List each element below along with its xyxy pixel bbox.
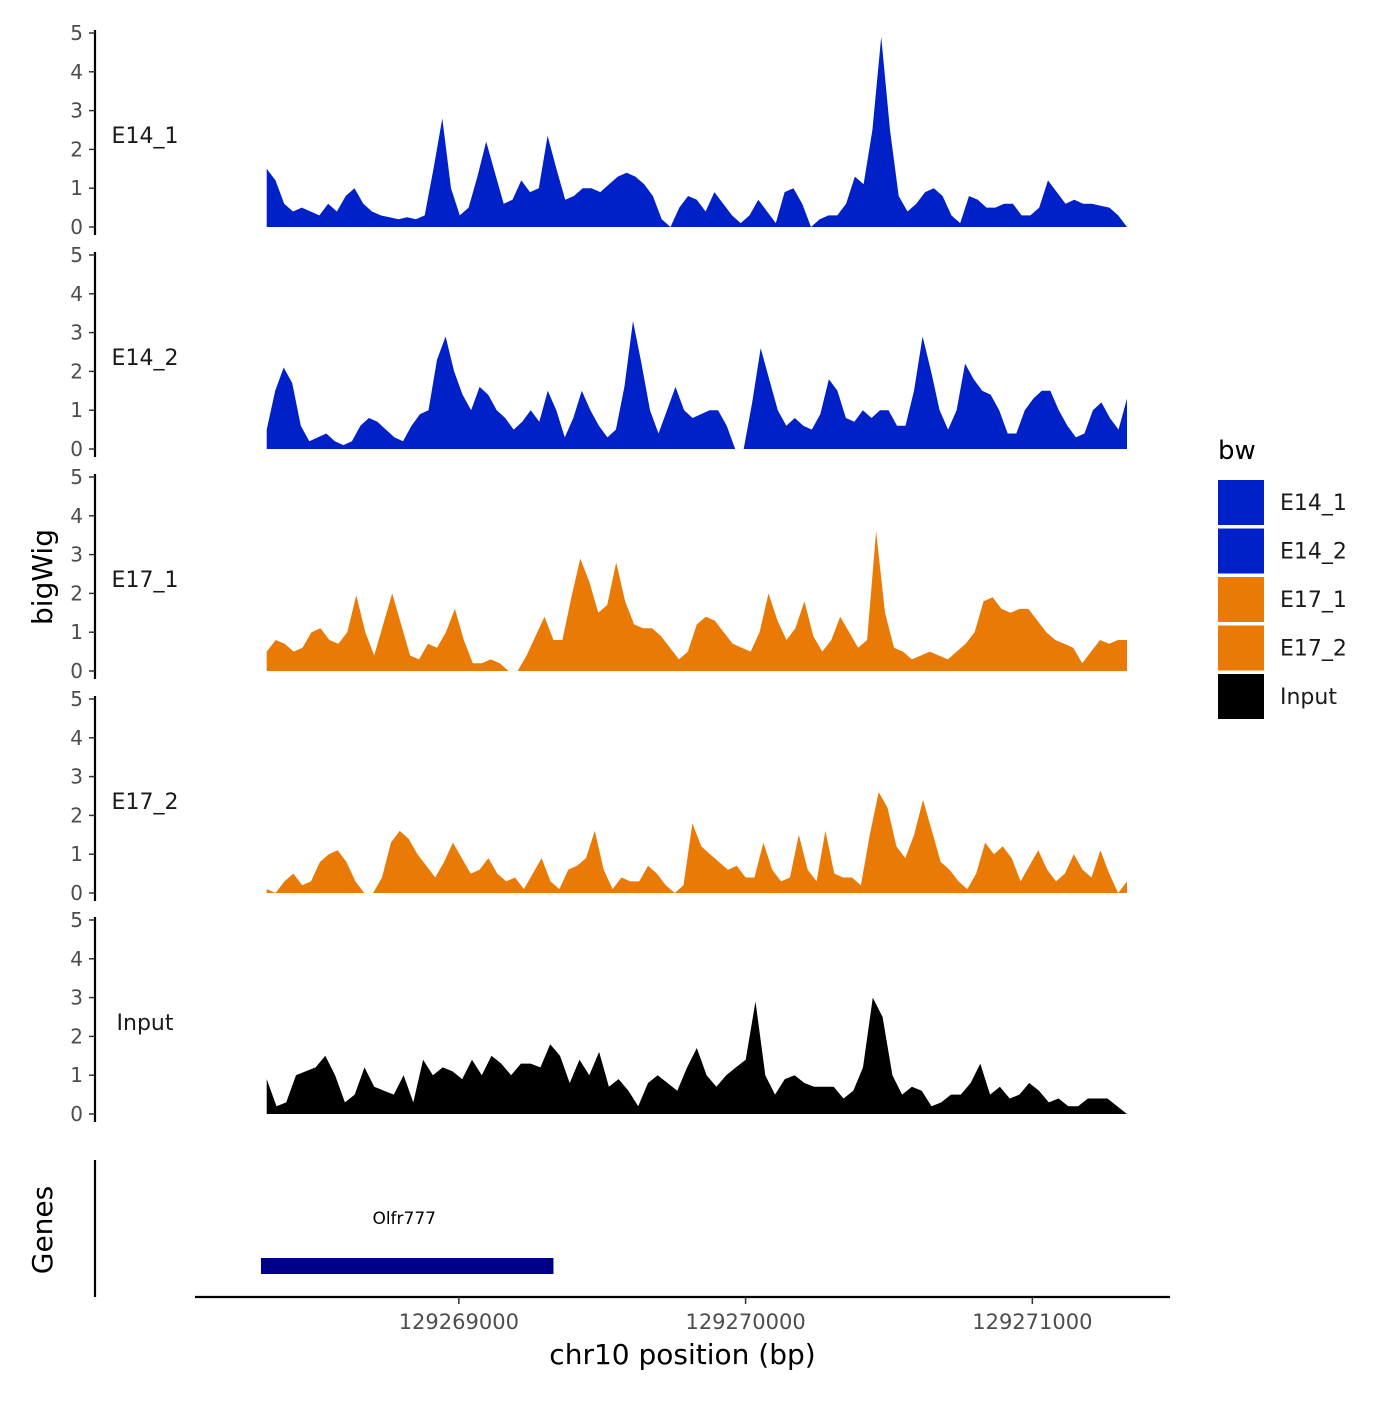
y-axis-title: bigWig (26, 529, 59, 625)
y-tick-label-E14_1-0: 0 (70, 215, 83, 239)
legend-label-E17_1: E17_1 (1280, 588, 1347, 613)
y-tick-label-E17_2-3: 3 (70, 765, 83, 789)
legend-key-Input (1218, 674, 1264, 719)
y-tick-label-E17_1-3: 3 (70, 543, 83, 567)
legend-title: bw (1218, 436, 1256, 466)
y-tick-label-E17_2-5: 5 (70, 687, 83, 711)
y-tick-label-Input-1: 1 (70, 1063, 83, 1087)
x-tick-label-129271000: 129271000 (972, 1310, 1092, 1334)
track-label-E17_2: E17_2 (112, 790, 179, 815)
legend-label-E14_1: E14_1 (1280, 491, 1347, 516)
y-tick-label-Input-3: 3 (70, 986, 83, 1010)
y-tick-label-E14_2-4: 4 (70, 282, 83, 306)
y-tick-label-E14_1-5: 5 (70, 21, 83, 45)
gene-bar-Olfr777 (260, 1258, 554, 1274)
y-tick-label-E17_2-2: 2 (70, 803, 83, 827)
legend-label-E17_2: E17_2 (1280, 637, 1347, 662)
y-tick-label-E17_1-0: 0 (70, 659, 83, 683)
legend-label-E14_2: E14_2 (1280, 540, 1347, 565)
y-tick-label-Input-0: 0 (70, 1102, 83, 1126)
y-tick-label-E17_1-5: 5 (70, 465, 83, 489)
legend-key-E17_2 (1218, 625, 1264, 671)
track-label-Input: Input (117, 1011, 174, 1036)
signal-area-E17_1 (266, 531, 1127, 671)
signal-area-E14_1 (266, 36, 1127, 228)
legend-key-E17_1 (1218, 577, 1264, 622)
legend-key-E14_1 (1218, 480, 1264, 525)
y-tick-label-E14_2-0: 0 (70, 437, 83, 461)
y-tick-label-E14_1-4: 4 (70, 60, 83, 84)
y-tick-label-Input-5: 5 (70, 908, 83, 932)
y-tick-label-E14_1-3: 3 (70, 99, 83, 123)
x-axis-title: chr10 position (bp) (549, 1338, 815, 1371)
y-tick-label-E17_2-0: 0 (70, 881, 83, 905)
y-tick-label-E17_2-4: 4 (70, 726, 83, 750)
x-tick-label-129270000: 129270000 (685, 1310, 805, 1334)
track-label-E17_1: E17_1 (112, 568, 179, 593)
signal-area-Input (266, 997, 1127, 1114)
y-tick-label-E17_1-4: 4 (70, 504, 83, 528)
y-tick-label-E17_2-1: 1 (70, 842, 83, 866)
legend-key-E14_2 (1218, 528, 1264, 574)
gene-label-Olfr777: Olfr777 (372, 1209, 436, 1229)
track-label-E14_2: E14_2 (112, 346, 179, 371)
signal-area-E14_2 (266, 321, 1127, 449)
y-tick-label-E14_1-2: 2 (70, 137, 83, 161)
genes-axis-title: Genes (26, 1186, 59, 1274)
x-tick-label-129269000: 129269000 (399, 1310, 519, 1334)
y-tick-label-E14_2-2: 2 (70, 359, 83, 383)
legend-label-Input: Input (1280, 685, 1337, 710)
y-tick-label-E14_2-5: 5 (70, 243, 83, 267)
y-tick-label-Input-4: 4 (70, 947, 83, 971)
track-label-E14_1: E14_1 (112, 124, 179, 149)
y-tick-label-E17_1-1: 1 (70, 620, 83, 644)
y-tick-label-E14_2-3: 3 (70, 321, 83, 345)
y-tick-label-E14_1-1: 1 (70, 176, 83, 200)
signal-area-E17_2 (266, 792, 1127, 893)
y-tick-label-E17_1-2: 2 (70, 581, 83, 605)
y-tick-label-Input-2: 2 (70, 1024, 83, 1048)
y-tick-label-E14_2-1: 1 (70, 398, 83, 422)
